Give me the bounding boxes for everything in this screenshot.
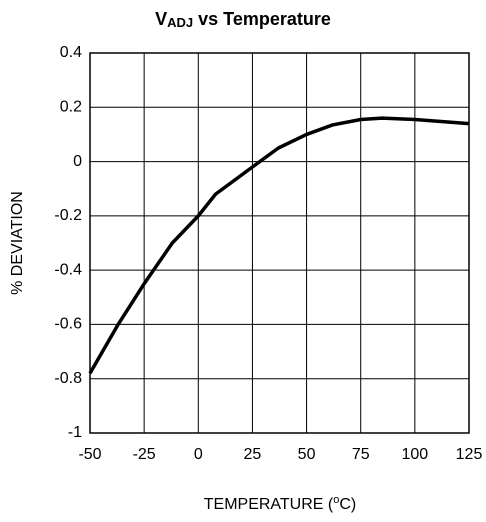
- y-tick-label: 0.2: [60, 99, 82, 116]
- x-tick-label: 25: [244, 446, 262, 463]
- title-subscript: ADJ: [167, 15, 193, 30]
- chart-title: VADJ vs Temperature: [155, 9, 331, 31]
- y-tick-label: 0.4: [60, 44, 82, 61]
- x-tick-label: -25: [133, 446, 156, 463]
- x-label-rest: C): [339, 496, 356, 513]
- x-tick-label: 125: [456, 446, 483, 463]
- x-tick-label: 100: [402, 446, 429, 463]
- x-tick-label: -50: [78, 446, 101, 463]
- x-tick-label: 75: [352, 446, 370, 463]
- x-tick-label: 50: [298, 446, 316, 463]
- x-label-main: TEMPERATURE (: [204, 496, 334, 513]
- y-tick-label: -0.2: [54, 207, 82, 224]
- x-tick-label: 0: [194, 446, 203, 463]
- y-tick-label: -0.6: [54, 316, 82, 333]
- plot-frame: [89, 52, 470, 434]
- y-tick-label: -0.4: [54, 261, 82, 278]
- y-tick-label: -0.8: [54, 370, 82, 387]
- data-line: [88, 116, 470, 375]
- title-rest: vs Temperature: [193, 9, 331, 29]
- title-main: V: [155, 9, 167, 29]
- y-axis-label: % DEVIATION: [9, 191, 26, 295]
- y-tick-label: -1: [68, 424, 82, 441]
- x-label-superscript: o: [333, 494, 339, 506]
- x-axis-label: TEMPERATURE (oC): [204, 494, 357, 513]
- y-tick-label: 0: [73, 153, 82, 170]
